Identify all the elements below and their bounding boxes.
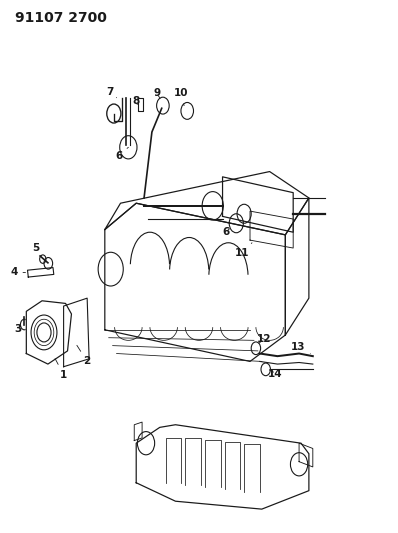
Text: 6: 6 — [222, 227, 230, 237]
Text: 8: 8 — [133, 96, 140, 107]
Text: 11: 11 — [235, 243, 252, 259]
Polygon shape — [136, 425, 309, 509]
Text: 2: 2 — [77, 345, 91, 367]
Text: 4: 4 — [10, 267, 25, 277]
Text: 13: 13 — [291, 342, 310, 354]
Text: 3: 3 — [14, 324, 21, 334]
Text: 91107 2700: 91107 2700 — [15, 11, 106, 25]
Text: 14: 14 — [268, 369, 283, 379]
Text: 7: 7 — [106, 87, 117, 98]
Text: 1: 1 — [55, 359, 67, 379]
Text: 5: 5 — [33, 243, 41, 256]
Text: 12: 12 — [256, 334, 271, 344]
Polygon shape — [26, 301, 72, 364]
Text: 10: 10 — [174, 88, 188, 106]
Text: 9: 9 — [153, 88, 160, 99]
Text: 6: 6 — [115, 147, 129, 161]
